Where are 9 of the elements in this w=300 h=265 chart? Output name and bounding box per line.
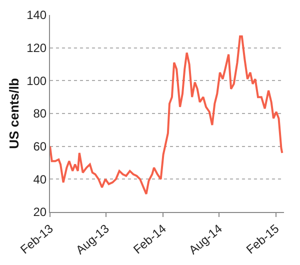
y-tick-label: 120: [26, 41, 47, 56]
y-axis-title: US cents/lb: [6, 78, 22, 149]
y-tick-label: 20: [33, 205, 47, 220]
line-series: [50, 35, 284, 195]
y-tick-label: 80: [33, 106, 47, 121]
y-tick-label: 140: [26, 8, 47, 22]
y-tick-label: 40: [33, 172, 47, 186]
y-tick-label: 100: [26, 74, 47, 88]
y-tick-label: 60: [33, 140, 47, 154]
